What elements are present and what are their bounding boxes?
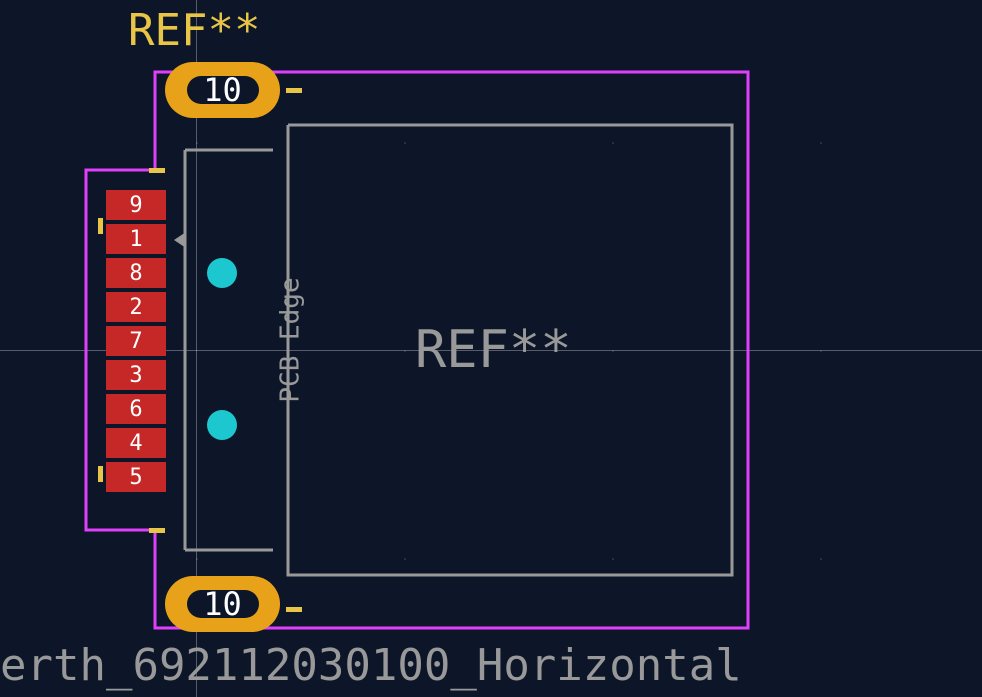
- npth-hole: [207, 410, 237, 440]
- reference-designator-silkscreen: REF**: [128, 5, 260, 56]
- pin1-indicator: [174, 232, 186, 248]
- smd-pad-1[interactable]: 1: [106, 224, 166, 254]
- mounting-pad-10[interactable]: 10: [165, 62, 280, 118]
- smd-pad-8[interactable]: 8: [106, 258, 166, 288]
- smd-pad-2[interactable]: 2: [106, 292, 166, 322]
- silkscreen-mark: [286, 88, 302, 93]
- silkscreen-mark: [149, 168, 165, 173]
- smd-pad-5[interactable]: 5: [106, 462, 166, 492]
- pad-label: 10: [203, 71, 242, 109]
- smd-pad-9[interactable]: 9: [106, 190, 166, 220]
- silkscreen-mark: [149, 528, 165, 533]
- smd-pad-6[interactable]: 6: [106, 394, 166, 424]
- mounting-pad-10[interactable]: 10: [165, 576, 280, 632]
- reference-designator-fab: REF**: [415, 320, 572, 380]
- smd-pad-7[interactable]: 7: [106, 326, 166, 356]
- pad-label: 10: [203, 585, 242, 623]
- footprint-value-label: erth_692112030100_Horizontal: [0, 640, 742, 691]
- npth-hole: [207, 258, 237, 288]
- silkscreen-mark: [286, 607, 302, 612]
- smd-pad-3[interactable]: 3: [106, 360, 166, 390]
- silkscreen-mark: [98, 218, 103, 234]
- smd-pad-4[interactable]: 4: [106, 428, 166, 458]
- silkscreen-mark: [98, 466, 103, 482]
- pcb-edge-label: PCB Edge: [276, 277, 306, 402]
